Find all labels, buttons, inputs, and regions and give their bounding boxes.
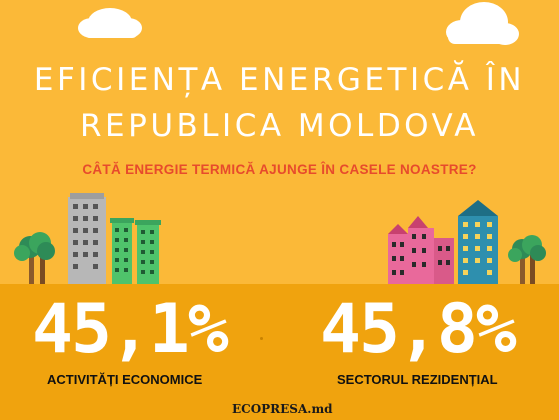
stat-label-economic: ACTIVITĂȚI ECONOMICE (47, 372, 203, 387)
pink-house-icon (388, 224, 408, 284)
ground-band (0, 284, 559, 420)
green-building-icon (110, 218, 134, 284)
pink-house-icon (434, 238, 454, 284)
page-subtitle: CÂTĂ ENERGIE TERMICĂ AJUNGE ÎN CASELE NO… (82, 162, 477, 177)
cloud-icon (446, 2, 519, 45)
stat-value-economic: 45,1% (32, 290, 229, 369)
page-title-line-2: REPUBLICA MOLDOVA (80, 108, 479, 144)
office-building-icon (68, 193, 106, 284)
pink-house-icon (408, 216, 434, 284)
tree-icon (14, 232, 55, 284)
tree-icon (508, 235, 546, 284)
separator-dot (260, 337, 263, 340)
source-credit: ECOPRESA.md (232, 402, 333, 416)
stat-value-residential: 45,8% (320, 290, 517, 369)
stat-label-residential: SECTORUL REZIDENȚIAL (337, 372, 498, 387)
green-building-icon (135, 220, 161, 284)
page-title-line-1: EFICIENȚA ENERGETICĂ ÎN (33, 62, 526, 98)
cloud-icon (78, 8, 142, 38)
teal-building-icon (458, 200, 498, 284)
